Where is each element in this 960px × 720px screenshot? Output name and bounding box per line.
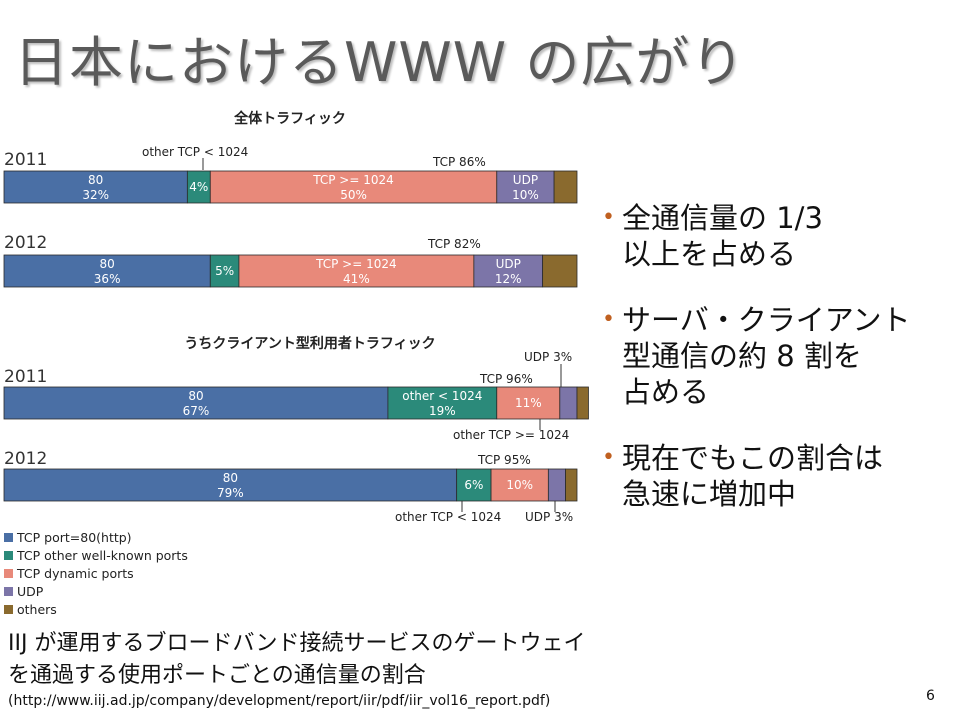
- year-label: 2012: [4, 233, 47, 253]
- bar-segment: [553, 170, 578, 204]
- bar-segment: [496, 170, 555, 204]
- bar-segment: [3, 386, 389, 420]
- year-label: 2011: [4, 150, 47, 170]
- chart-title: 全体トラフィック: [233, 110, 346, 127]
- legend-label: TCP dynamic ports: [16, 566, 134, 581]
- legend-swatch: [4, 551, 13, 560]
- bullet-text: 現在でもこの割合は 急速に増加中: [622, 441, 884, 511]
- legend-label: UDP: [17, 584, 44, 599]
- bar-segment: [387, 386, 498, 420]
- annotation: other TCP < 1024: [142, 145, 248, 159]
- segment-label: 10%: [506, 478, 533, 492]
- bar-segment: [547, 468, 566, 502]
- bar-segment: [559, 386, 578, 420]
- segment-label: 80: [188, 389, 203, 403]
- bullet-item: • サーバ・クライアント 型通信の約 8 割を 占める: [600, 302, 955, 410]
- annotation: other TCP >= 1024: [453, 428, 569, 442]
- legend-label: TCP other well-known ports: [16, 548, 188, 563]
- segment-label: 79%: [217, 486, 244, 500]
- bar-segment: [209, 170, 498, 204]
- page-number: 6: [926, 688, 935, 704]
- legend: TCP port=80(http) TCP other well-known p…: [4, 530, 188, 617]
- annotation: TCP 86%: [432, 155, 486, 169]
- slide-title: 日本におけるWWW の広がり: [14, 31, 746, 94]
- segment-label: 6%: [464, 478, 483, 492]
- year-label: 2011: [4, 367, 47, 387]
- bullet-text: サーバ・クライアント 型通信の約 8 割を 占める: [622, 303, 911, 409]
- bar-segment: [3, 170, 188, 204]
- segment-label: 41%: [343, 272, 370, 286]
- segment-label: other < 1024: [402, 389, 482, 403]
- segment-label: 67%: [183, 404, 210, 418]
- chart-title: うちクライアント型利用者トラフィック: [184, 335, 435, 352]
- segment-label: 80: [99, 257, 114, 271]
- bar-segment: [490, 468, 549, 502]
- bar-segment: [3, 254, 211, 288]
- segment-label: 36%: [94, 272, 121, 286]
- annotation: UDP 3%: [524, 350, 572, 364]
- segment-label: 80: [88, 173, 103, 187]
- segment-label: 19%: [429, 404, 456, 418]
- bullet-item: • 現在でもこの割合は 急速に増加中: [600, 440, 955, 512]
- caption: IIJ が運用するブロードバンド接続サービスのゲートウェイ を通過する使用ポート…: [8, 631, 586, 688]
- bar-segment: [496, 386, 561, 420]
- bar-segment: [456, 468, 492, 502]
- segment-label: TCP >= 1024: [312, 173, 394, 187]
- legend-swatch: [4, 587, 13, 596]
- bullet-dot-icon: •: [602, 445, 615, 470]
- bullet-item: • 全通信量の 1/3 以上を占める: [600, 200, 955, 272]
- segment-label: 80: [223, 471, 238, 485]
- annotation: TCP 82%: [427, 237, 481, 251]
- legend-swatch: [4, 605, 13, 614]
- segment-label: UDP: [513, 173, 538, 187]
- annotation: TCP 96%: [479, 372, 533, 386]
- legend-label: TCP port=80(http): [16, 530, 132, 545]
- bar-segment: [209, 254, 240, 288]
- bullet-dot-icon: •: [602, 205, 615, 230]
- bar-segment: [565, 468, 578, 502]
- bar-segment: [473, 254, 544, 288]
- legend-swatch: [4, 533, 13, 542]
- traffic-charts: 全体トラフィック うちクライアント型利用者トラフィック 2011 2012 20…: [3, 110, 589, 617]
- bar-segment: [3, 468, 458, 502]
- bar-segment: [542, 254, 578, 288]
- bar-segment: [238, 254, 475, 288]
- bullet-list: • 全通信量の 1/3 以上を占める • サーバ・クライアント 型通信の約 8 割を…: [600, 200, 955, 542]
- segment-label: TCP >= 1024: [315, 257, 397, 271]
- bar-segment: [576, 386, 589, 420]
- segment-label: 10%: [512, 188, 539, 202]
- bullet-text: 全通信量の 1/3 以上を占める: [622, 201, 823, 271]
- annotation: TCP 95%: [477, 453, 531, 467]
- segment-label: 4%: [189, 180, 208, 194]
- legend-label: others: [17, 602, 57, 617]
- annotation: UDP 3%: [525, 510, 573, 524]
- segment-label: 11%: [515, 396, 542, 410]
- legend-swatch: [4, 569, 13, 578]
- bullet-dot-icon: •: [602, 307, 615, 332]
- year-label: 2012: [4, 449, 47, 469]
- segment-label: 5%: [215, 264, 234, 278]
- segment-label: 12%: [495, 272, 522, 286]
- segment-label: UDP: [496, 257, 521, 271]
- segment-label: 32%: [82, 188, 109, 202]
- annotation: other TCP < 1024: [395, 510, 501, 524]
- source-url: (http://www.iij.ad.jp/company/developmen…: [8, 693, 551, 709]
- segment-label: 50%: [340, 188, 367, 202]
